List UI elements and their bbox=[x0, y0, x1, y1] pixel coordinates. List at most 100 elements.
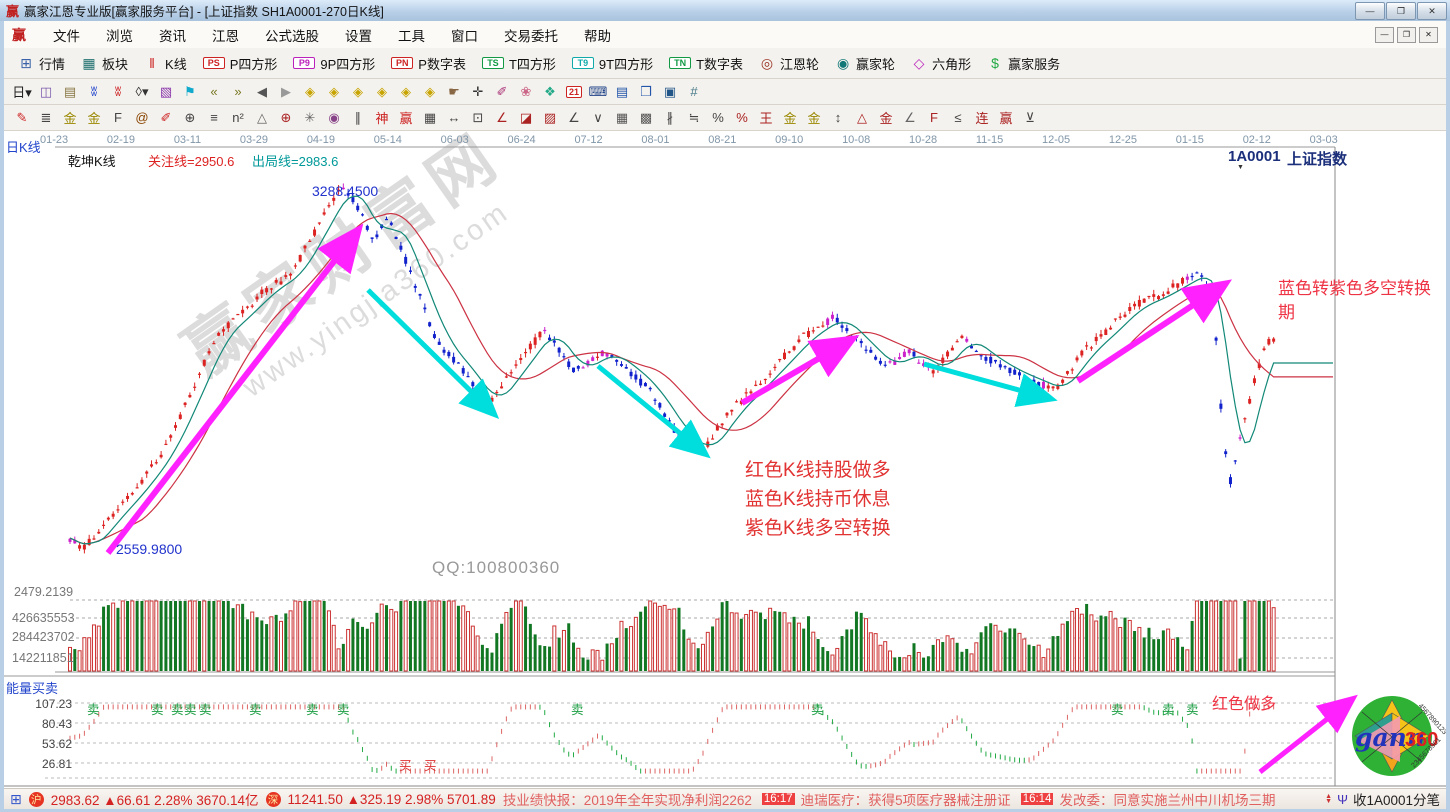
drawing-tool-icon-button[interactable]: % bbox=[731, 107, 753, 128]
drawing-tool-icon-button[interactable]: 金 bbox=[59, 107, 81, 128]
menu-item[interactable]: 资讯 bbox=[159, 28, 186, 44]
toolbar-icon-button[interactable]: ❀ bbox=[515, 81, 537, 102]
toolbar-icon-button[interactable]: ▤ bbox=[59, 81, 81, 102]
toolbar-icon-button[interactable]: ⚑ bbox=[179, 81, 201, 102]
drawing-tool-icon-button[interactable]: ⊕ bbox=[275, 107, 297, 128]
drawing-tool-icon-button[interactable]: △ bbox=[251, 107, 273, 128]
drawing-tool-icon-button[interactable]: F bbox=[107, 107, 129, 128]
drawing-tool-icon-button[interactable]: 神 bbox=[371, 107, 393, 128]
minimize-button[interactable]: — bbox=[1355, 2, 1385, 20]
drawing-tool-icon-button[interactable]: ✎ bbox=[11, 107, 33, 128]
toolbar-icon-button[interactable]: ❖ bbox=[539, 81, 561, 102]
feature-toolbar-button[interactable]: P9 9P四方形 bbox=[285, 54, 383, 73]
feature-toolbar-button[interactable]: ⊞ 行情 bbox=[10, 54, 73, 73]
mdi-restore-button[interactable]: ❐ bbox=[1397, 26, 1416, 43]
drawing-tool-icon-button[interactable]: ↕ bbox=[827, 107, 849, 128]
drawing-tool-icon-button[interactable]: ⊻ bbox=[1019, 107, 1041, 128]
symbol-name[interactable]: 上证指数 bbox=[1287, 151, 1348, 168]
feature-toolbar-button[interactable]: PN P数字表 bbox=[383, 54, 474, 73]
toolbar-icon-button[interactable]: ⌨ bbox=[587, 81, 609, 102]
feature-toolbar-button[interactable]: ‖ K线 bbox=[136, 54, 195, 73]
toolbar-icon-button[interactable]: 21 bbox=[563, 81, 585, 102]
close-button[interactable]: ✕ bbox=[1417, 2, 1447, 20]
menu-item[interactable]: 文件 bbox=[53, 28, 80, 44]
shenzhen-index-quote[interactable]: 11241.50 ▲325.19 2.98% 5701.89 bbox=[287, 791, 496, 807]
feature-toolbar-button[interactable]: TS T四方形 bbox=[474, 54, 564, 73]
drawing-tool-icon-button[interactable]: n² bbox=[227, 107, 249, 128]
menu-item[interactable]: 交易委托 bbox=[504, 28, 558, 44]
toolbar-icon-button[interactable]: ◈ bbox=[395, 81, 417, 102]
drawing-tool-icon-button[interactable]: ▩ bbox=[635, 107, 657, 128]
toolbar-icon-button[interactable]: ☛ bbox=[443, 81, 465, 102]
toolbar-icon-button[interactable]: ✐ bbox=[491, 81, 513, 102]
menu-item[interactable]: 设置 bbox=[345, 28, 372, 44]
news-item[interactable]: 16:14 发改委：同意实施兰州中川机场三期 bbox=[1020, 789, 1275, 809]
drawing-tool-icon-button[interactable]: ≒ bbox=[683, 107, 705, 128]
news-item[interactable]: 16:17 迪瑞医疗：获得5项医疗器械注册证 bbox=[761, 789, 1011, 809]
toolbar-icon-button[interactable]: ◈ bbox=[419, 81, 441, 102]
mdi-minimize-button[interactable]: — bbox=[1375, 26, 1394, 43]
shanghai-index-quote[interactable]: 2983.62 ▲66.61 2.28% 3670.14亿 bbox=[50, 793, 259, 808]
drawing-tool-icon-button[interactable]: ≣ bbox=[35, 107, 57, 128]
drawing-tool-icon-button[interactable]: 金 bbox=[83, 107, 105, 128]
toolbar-icon-button[interactable]: 日▾ bbox=[11, 81, 33, 102]
drawing-tool-icon-button[interactable]: ∥ bbox=[347, 107, 369, 128]
toolbar-icon-button[interactable]: ◈ bbox=[371, 81, 393, 102]
news-item[interactable]: 技业绩快报：2019年全年实现净利润2262 bbox=[503, 789, 752, 809]
toolbar-icon-button[interactable]: ✛ bbox=[467, 81, 489, 102]
menu-item[interactable]: 帮助 bbox=[584, 28, 611, 44]
drawing-tool-icon-button[interactable]: ≡ bbox=[203, 107, 225, 128]
drawing-tool-icon-button[interactable]: 连 bbox=[971, 107, 993, 128]
toolbar-icon-button[interactable]: ▧ bbox=[155, 81, 177, 102]
drawing-tool-icon-button[interactable]: 王 bbox=[755, 107, 777, 128]
feature-toolbar-button[interactable]: PS P四方形 bbox=[195, 54, 286, 73]
toolbar-icon-button[interactable]: ◈ bbox=[323, 81, 345, 102]
symbol-code[interactable]: 1A0001 bbox=[1228, 148, 1281, 165]
feature-toolbar-button[interactable]: $ 赢家服务 bbox=[979, 54, 1068, 73]
drawing-tool-icon-button[interactable]: ▨ bbox=[539, 107, 561, 128]
drawing-tool-icon-button[interactable]: 赢 bbox=[995, 107, 1017, 128]
toolbar-icon-button[interactable]: ʬ bbox=[83, 81, 105, 102]
drawing-tool-icon-button[interactable]: ↔ bbox=[443, 107, 465, 128]
mdi-close-button[interactable]: ✕ bbox=[1419, 26, 1438, 43]
drawing-tool-icon-button[interactable]: ∠ bbox=[899, 107, 921, 128]
toolbar-icon-button[interactable]: » bbox=[227, 81, 249, 102]
toolbar-icon-button[interactable]: ◈ bbox=[347, 81, 369, 102]
drawing-tool-icon-button[interactable]: 金 bbox=[875, 107, 897, 128]
drawing-tool-icon-button[interactable]: ⊡ bbox=[467, 107, 489, 128]
drawing-tool-icon-button[interactable]: ◪ bbox=[515, 107, 537, 128]
menu-item[interactable]: 江恩 bbox=[212, 28, 239, 44]
toolbar-icon-button[interactable]: ❒ bbox=[635, 81, 657, 102]
drawing-tool-icon-button[interactable]: ∨ bbox=[587, 107, 609, 128]
drawing-tool-icon-button[interactable]: ≤ bbox=[947, 107, 969, 128]
menu-item[interactable]: 公式选股 bbox=[265, 28, 319, 44]
toolbar-icon-button[interactable]: ▶ bbox=[275, 81, 297, 102]
drawing-tool-icon-button[interactable]: ▦ bbox=[611, 107, 633, 128]
drawing-tool-icon-button[interactable]: 金 bbox=[803, 107, 825, 128]
toolbar-icon-button[interactable]: « bbox=[203, 81, 225, 102]
drawing-tool-icon-button[interactable]: ▦ bbox=[419, 107, 441, 128]
menu-item[interactable]: 工具 bbox=[398, 28, 425, 44]
drawing-tool-icon-button[interactable]: ✐ bbox=[155, 107, 177, 128]
feature-toolbar-button[interactable]: TN T数字表 bbox=[661, 54, 751, 73]
feature-toolbar-button[interactable]: T9 9T四方形 bbox=[564, 54, 661, 73]
drawing-tool-icon-button[interactable]: F bbox=[923, 107, 945, 128]
indicator-panel-label[interactable]: 能量买卖 bbox=[6, 681, 59, 696]
feature-toolbar-button[interactable]: ◉ 赢家轮 bbox=[827, 54, 903, 73]
title-bar[interactable]: 赢 赢家江恩专业版[赢家服务平台] - [上证指数 SH1A0001-270日K… bbox=[0, 0, 1450, 22]
toolbar-icon-button[interactable]: ʬ bbox=[107, 81, 129, 102]
toolbar-icon-button[interactable]: ◈ bbox=[299, 81, 321, 102]
panel-label-daily-kline[interactable]: 日K线 bbox=[6, 140, 41, 155]
toolbar-icon-button[interactable]: ◫ bbox=[35, 81, 57, 102]
drawing-tool-icon-button[interactable]: ⊕ bbox=[179, 107, 201, 128]
menu-item[interactable]: 浏览 bbox=[106, 28, 133, 44]
drawing-tool-icon-button[interactable]: 赢 bbox=[395, 107, 417, 128]
drawing-tool-icon-button[interactable]: @ bbox=[131, 107, 153, 128]
drawing-tool-icon-button[interactable]: △ bbox=[851, 107, 873, 128]
toolbar-icon-button[interactable]: ◊▾ bbox=[131, 81, 153, 102]
feature-toolbar-button[interactable]: ◎ 江恩轮 bbox=[751, 54, 827, 73]
feature-toolbar-button[interactable]: ▦ 板块 bbox=[73, 54, 136, 73]
toolbar-icon-button[interactable]: ▤ bbox=[611, 81, 633, 102]
menu-item[interactable]: 窗口 bbox=[451, 28, 478, 44]
ticker-scroll-spinner[interactable]: ▲ ▼ bbox=[1325, 793, 1333, 805]
